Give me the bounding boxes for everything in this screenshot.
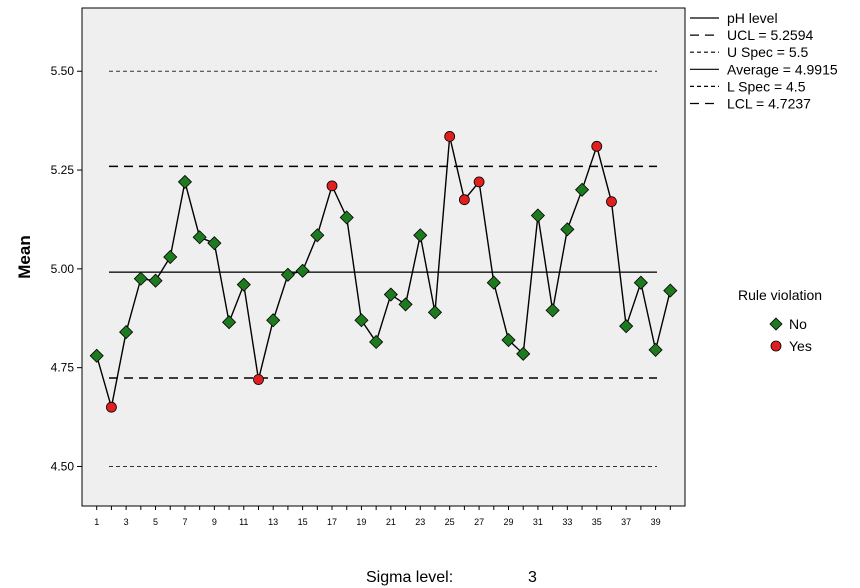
data-point xyxy=(530,208,545,223)
x-tick-label: 23 xyxy=(415,517,425,527)
data-point xyxy=(427,305,443,320)
sigma-level-value: 3 xyxy=(528,569,537,586)
data-point xyxy=(192,230,207,245)
data-point xyxy=(89,348,104,363)
data-point xyxy=(398,297,413,312)
data-point xyxy=(310,228,325,243)
legend-label-2: U Spec = 5.5 xyxy=(727,44,809,60)
legend-label-yes: Yes xyxy=(789,338,812,354)
x-tick-label: 19 xyxy=(356,517,366,527)
data-point xyxy=(486,275,501,290)
data-point xyxy=(648,342,663,357)
data-point-violation xyxy=(591,140,603,152)
rule-violation-legend: Rule violation No Yes xyxy=(738,287,822,354)
data-point xyxy=(207,236,222,251)
data-point-violation xyxy=(326,180,338,192)
data-point xyxy=(516,346,531,361)
x-tick-label: 9 xyxy=(212,517,217,527)
legend-label-5: LCL = 4.7237 xyxy=(727,96,811,112)
reference-lines xyxy=(109,70,657,467)
data-point xyxy=(295,263,310,278)
data-point xyxy=(383,287,398,302)
x-tick-label: 17 xyxy=(327,517,337,527)
x-tick-label: 15 xyxy=(298,517,308,527)
x-tick-label: 7 xyxy=(182,517,187,527)
legend-label-0: pH level xyxy=(727,10,778,26)
x-tick-label: 29 xyxy=(504,517,514,527)
x-tick-label: 1 xyxy=(94,517,99,527)
data-point xyxy=(339,210,354,225)
data-point xyxy=(501,332,516,348)
data-point xyxy=(413,228,428,243)
data-point-violation xyxy=(253,374,264,385)
sigma-level-label: Sigma level: xyxy=(366,569,453,586)
x-tick-label: 37 xyxy=(621,517,631,527)
legend-label-1: UCL = 5.2594 xyxy=(727,27,813,43)
data-point xyxy=(236,277,251,292)
data-point xyxy=(354,313,369,328)
y-axis: 4.50 4.75 5.00 5.25 5.50 xyxy=(51,64,82,473)
legend-marker-no xyxy=(769,317,783,331)
data-point-violation xyxy=(458,194,470,206)
x-tick-label: 39 xyxy=(651,517,661,527)
data-point xyxy=(619,319,634,334)
x-tick-label: 25 xyxy=(445,517,455,527)
data-point xyxy=(663,283,678,298)
rule-violation-legend-title: Rule violation xyxy=(738,287,822,303)
data-point xyxy=(148,273,163,288)
legend-label-4: L Spec = 4.5 xyxy=(727,78,806,94)
y-tick-label: 5.50 xyxy=(51,64,75,78)
x-tick-label: 31 xyxy=(533,517,543,527)
data-point xyxy=(177,174,193,189)
x-tick-label: 21 xyxy=(386,517,396,527)
x-tick-label: 35 xyxy=(592,517,602,527)
legend-marker-yes xyxy=(770,340,782,352)
legend-label-3: Average = 4.9915 xyxy=(727,61,838,77)
x-tick-label: 11 xyxy=(239,517,248,527)
data-point xyxy=(633,275,648,290)
data-point xyxy=(560,222,575,237)
data-point xyxy=(369,334,384,350)
data-point xyxy=(266,313,281,328)
data-point xyxy=(163,249,178,265)
data-point-violation xyxy=(606,196,617,208)
x-axis: 1 3 5 7 9 11 13 15 17 19 21 23 25 27 29 31 33 35 37 39 xyxy=(94,506,671,527)
legend-label-no: No xyxy=(789,316,807,332)
data-markers xyxy=(89,131,678,413)
data-point-violation xyxy=(444,131,456,142)
data-point xyxy=(222,315,237,330)
x-tick-label: 3 xyxy=(124,517,129,527)
series-line-group xyxy=(96,136,671,408)
data-point xyxy=(119,325,134,340)
x-tick-label: 27 xyxy=(474,517,484,527)
y-tick-label: 5.25 xyxy=(51,163,75,177)
data-point xyxy=(280,267,295,282)
data-point xyxy=(574,182,590,197)
data-point xyxy=(545,303,560,318)
y-axis-title: Mean xyxy=(15,235,34,278)
data-point xyxy=(133,271,148,286)
data-point-violation xyxy=(473,176,485,188)
y-tick-label: 4.50 xyxy=(51,459,75,473)
y-tick-label: 5.00 xyxy=(51,262,75,276)
y-tick-label: 4.75 xyxy=(51,361,75,375)
x-tick-label: 33 xyxy=(562,517,572,527)
x-tick-label: 5 xyxy=(153,517,158,527)
data-point-violation xyxy=(106,401,117,413)
x-tick-label: 13 xyxy=(268,517,278,527)
plot-area xyxy=(81,7,686,507)
series-line-pH-level xyxy=(96,136,671,408)
